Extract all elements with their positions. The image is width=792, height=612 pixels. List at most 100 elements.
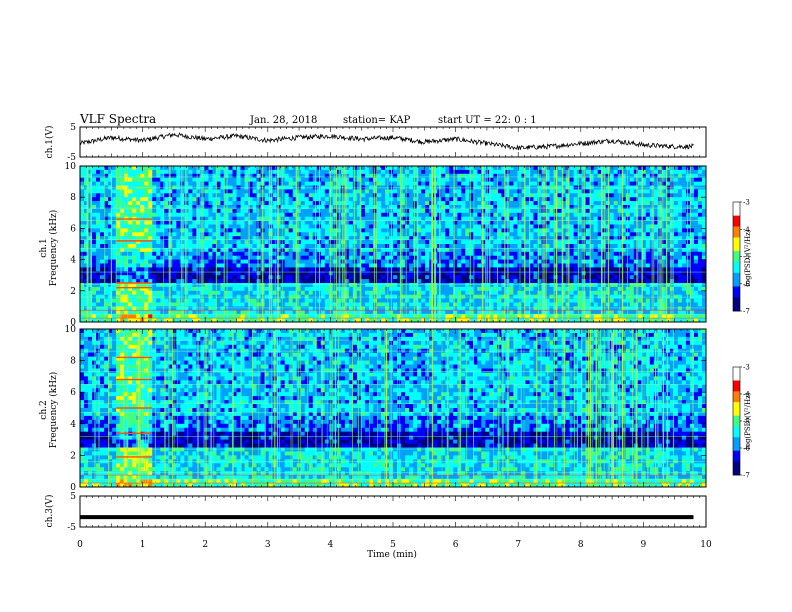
spectrogram-cell bbox=[673, 208, 679, 214]
spectrogram-cell bbox=[156, 251, 161, 257]
spectrogram-cell bbox=[693, 240, 699, 245]
spectrogram-cell bbox=[613, 177, 619, 182]
spectrogram-cell bbox=[276, 236, 282, 241]
spectrogram-cell bbox=[304, 259, 310, 264]
spectrogram-cell bbox=[180, 177, 185, 182]
spectrogram-cell bbox=[348, 193, 354, 198]
spectrogram-cell bbox=[236, 279, 241, 284]
spectrogram-cell bbox=[569, 208, 574, 214]
spectrogram-cell bbox=[180, 247, 185, 253]
spectrogram-cell bbox=[192, 220, 197, 225]
spectrogram-cell bbox=[673, 205, 679, 210]
spectrogram-cell bbox=[445, 205, 450, 210]
spectrogram-cell bbox=[112, 220, 117, 225]
spectrogram-cell bbox=[96, 201, 101, 206]
spectrogram-cell bbox=[629, 267, 635, 272]
spectrogram-cell bbox=[669, 201, 675, 206]
spectrogram-cell bbox=[669, 228, 675, 233]
spectrogram-cell bbox=[120, 193, 125, 198]
spectrogram-cell bbox=[413, 193, 418, 198]
spectrogram-cell bbox=[449, 228, 454, 233]
spectrogram-cell bbox=[188, 244, 193, 249]
spectrogram-cell bbox=[393, 177, 398, 182]
spectrogram-cell bbox=[441, 205, 446, 210]
spectrogram-cell bbox=[88, 263, 93, 268]
spectrogram-cell bbox=[328, 166, 334, 171]
spectrogram-cell bbox=[120, 236, 125, 241]
spectrogram-cell bbox=[625, 267, 631, 272]
spectrogram-cell bbox=[553, 228, 558, 233]
spectrogram-cell bbox=[244, 263, 249, 268]
spectrogram-cell bbox=[88, 220, 93, 225]
spectrogram-cell bbox=[465, 193, 470, 198]
spectrogram-cell bbox=[208, 251, 213, 257]
spectrogram-cell bbox=[441, 267, 446, 272]
spectrogram-cell bbox=[144, 279, 149, 284]
spectrogram-cell bbox=[489, 173, 494, 179]
spectrogram-cell bbox=[180, 216, 185, 221]
spectrogram-cell bbox=[493, 228, 498, 233]
spectrogram-cell bbox=[533, 212, 538, 218]
spectrogram-cell bbox=[425, 236, 430, 241]
spectrogram-cell bbox=[393, 247, 398, 253]
spectrogram-cell bbox=[665, 189, 671, 194]
spectrogram-cell bbox=[132, 181, 137, 186]
spectrogram-cell bbox=[132, 193, 137, 198]
spectrogram-cell bbox=[445, 259, 450, 264]
spectrogram-cell bbox=[481, 228, 486, 233]
spectrogram-cell bbox=[348, 232, 354, 237]
spectrogram-cell bbox=[248, 259, 253, 264]
spectrogram-cell bbox=[465, 251, 470, 257]
spectrogram-cell bbox=[453, 240, 458, 245]
spectrogram-cell bbox=[116, 271, 121, 276]
spectrogram-cell bbox=[240, 208, 245, 214]
spectrogram-cell bbox=[525, 220, 530, 225]
spectrogram-cell bbox=[601, 181, 607, 186]
spectrogram-cell bbox=[288, 255, 294, 260]
spectrogram-cell bbox=[324, 251, 330, 257]
spectrogram-cell bbox=[264, 189, 269, 194]
spectrogram-cell bbox=[549, 247, 554, 253]
spectrogram-cell bbox=[164, 236, 169, 241]
spectrogram-cell bbox=[356, 259, 362, 264]
spectrogram-cell bbox=[156, 263, 161, 268]
spectrogram-cell bbox=[212, 166, 217, 171]
spectrogram-cell bbox=[413, 228, 418, 233]
spectrogram-cell bbox=[441, 247, 446, 253]
spectrogram-cell bbox=[405, 259, 410, 264]
spectrogram-cell bbox=[112, 283, 117, 288]
spectrogram-cell bbox=[637, 177, 643, 182]
spectrogram-cell bbox=[489, 181, 494, 186]
spectrogram-cell bbox=[521, 271, 526, 276]
spectrogram-cell bbox=[236, 259, 241, 264]
spectrogram-cell bbox=[328, 208, 334, 214]
spectrogram-cell bbox=[84, 208, 89, 214]
spectrogram-cell bbox=[421, 275, 426, 280]
spectrogram-cell bbox=[393, 236, 398, 241]
spectrogram-cell bbox=[465, 166, 470, 171]
spectrogram-cell bbox=[212, 220, 217, 225]
spectrogram-cell bbox=[364, 232, 370, 237]
spectrogram-cell bbox=[148, 228, 153, 233]
spectrogram-cell bbox=[344, 275, 350, 280]
spectrogram-cell bbox=[160, 169, 165, 175]
spectrogram-cell bbox=[344, 193, 350, 198]
spectrogram-cell bbox=[252, 275, 257, 280]
spectrogram-cell bbox=[465, 279, 470, 284]
spectrogram-cell bbox=[565, 197, 570, 202]
spectrogram-cell bbox=[228, 232, 233, 237]
spectrogram-cell bbox=[96, 240, 101, 245]
spectrogram-cell bbox=[661, 169, 667, 175]
spectrogram-cell bbox=[376, 236, 382, 241]
spectrogram-cell bbox=[593, 177, 599, 182]
spectrogram-cell bbox=[160, 173, 165, 179]
spectrogram-cell bbox=[677, 201, 683, 206]
spectrogram-cell bbox=[356, 220, 362, 225]
spectrogram-cell bbox=[124, 181, 129, 186]
spectrogram-cell bbox=[180, 201, 185, 206]
spectrogram-cell bbox=[569, 181, 574, 186]
spectrogram-cell bbox=[308, 189, 314, 194]
spectrogram-cell bbox=[421, 263, 426, 268]
spectrogram-cell bbox=[220, 177, 225, 182]
spectrogram-cell bbox=[208, 201, 213, 206]
